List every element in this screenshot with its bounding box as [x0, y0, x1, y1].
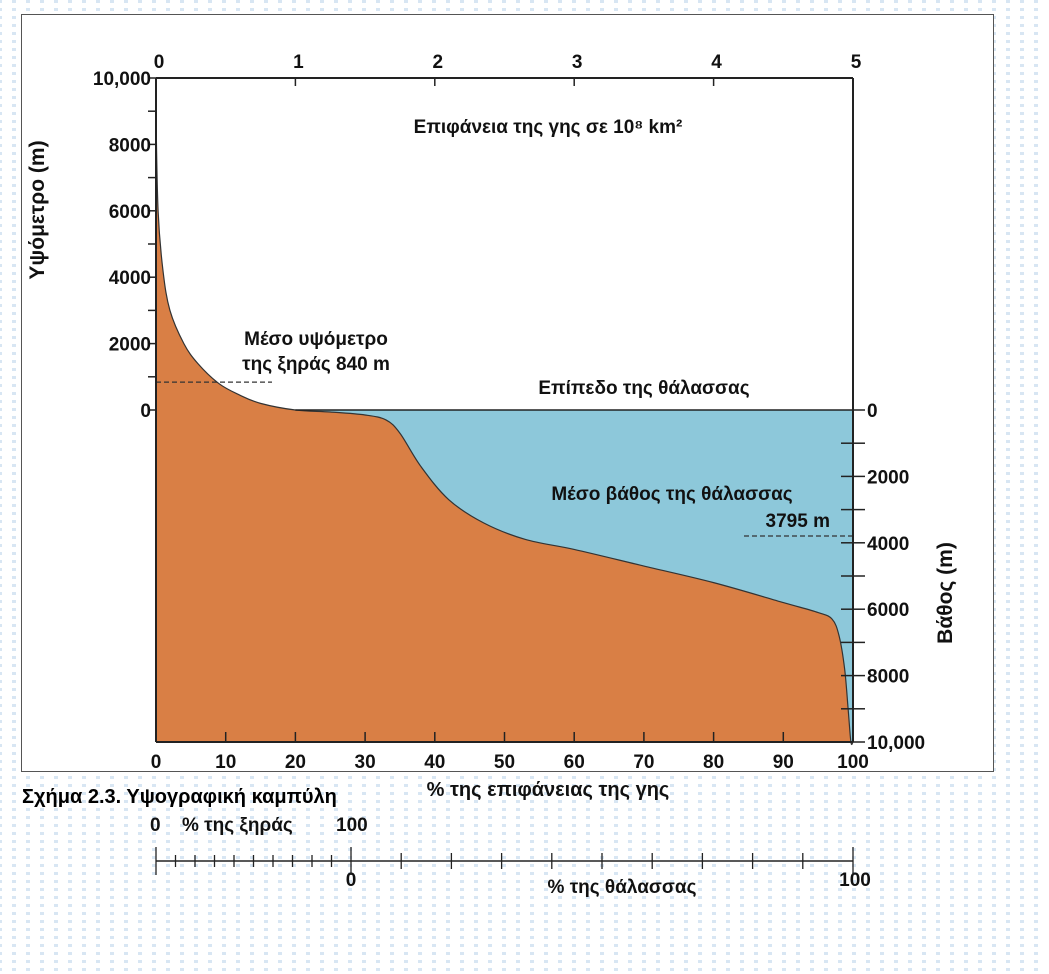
x-axis-tick-label: 40	[424, 752, 445, 773]
x-axis-tick-label: 90	[773, 752, 794, 773]
left-axis-tick-label: 10,000	[93, 69, 151, 90]
top-axis-tick-label: 0	[154, 52, 165, 73]
x-axis-tick-label: 10	[215, 752, 236, 773]
right-axis-label: Βάθος (m)	[934, 542, 957, 644]
x-axis-tick-label: 50	[494, 752, 515, 773]
right-axis-tick-label: 8000	[867, 667, 909, 688]
x-axis-tick-label: 0	[151, 752, 162, 773]
mean-elevation-label-line2: της ξηράς 840 m	[242, 354, 390, 375]
mean-depth-label-line1: Μέσο βάθος της θάλασσας	[551, 484, 792, 505]
sea-level-label: Επίπεδο της θάλασσας	[538, 378, 749, 399]
land-scale-start-label: 0	[150, 815, 161, 836]
chart-ticks	[148, 77, 865, 743]
x-axis-label: % της επιφάνειας της γης	[427, 779, 670, 801]
x-axis-tick-label: 20	[285, 752, 306, 773]
land-sea-scales: 0 % της ξηράς 100 0 % της θάλασσας 100	[150, 815, 871, 898]
sea-scale-start-label: 0	[346, 870, 357, 891]
left-axis-label: Υψόμετρο (m)	[26, 140, 49, 279]
right-axis-tick-label: 0	[867, 401, 878, 422]
mean-elevation-label-line1: Μέσο υψόμετρο	[244, 329, 388, 350]
left-axis-tick-label: 6000	[109, 202, 151, 223]
top-axis-tick-label: 4	[711, 52, 722, 73]
x-axis-tick-label: 60	[564, 752, 585, 773]
figure-caption: Σχήμα 2.3. Υψογραφική καμπύλη	[22, 786, 337, 808]
left-axis-tick-label: 8000	[109, 135, 151, 156]
left-axis-tick-label: 4000	[109, 268, 151, 289]
left-axis-tick-label: 0	[140, 401, 151, 422]
top-axis-tick-label: 3	[572, 52, 583, 73]
mean-depth-label-line2: 3795 m	[766, 511, 830, 532]
right-axis-tick-label: 4000	[867, 534, 909, 555]
x-axis-tick-label: 70	[633, 752, 654, 773]
hypsographic-curve	[155, 117, 854, 746]
chart-areas	[155, 117, 854, 746]
top-axis-tick-label: 2	[433, 52, 444, 73]
top-axis-tick-label: 5	[851, 52, 862, 73]
land-scale-label: % της ξηράς	[182, 815, 293, 836]
right-axis-tick-label: 2000	[867, 467, 909, 488]
top-axis-title-text: Επιφάνεια της γης σε 10⁸ km²	[414, 117, 683, 138]
x-axis-tick-label: 30	[355, 752, 376, 773]
top-axis-tick-label: 1	[293, 52, 304, 73]
top-axis-title: Επιφάνεια της γης σε 10⁸ km²	[414, 117, 683, 138]
x-axis-tick-label: 80	[703, 752, 724, 773]
left-axis-tick-label: 2000	[109, 335, 151, 356]
land-area	[156, 117, 853, 745]
right-axis-tick-label: 6000	[867, 600, 909, 621]
land-scale-end-label: 100	[336, 815, 368, 836]
x-axis-tick-label: 100	[837, 752, 869, 773]
sea-scale-end-label: 100	[839, 870, 871, 891]
sea-scale-label: % της θάλασσας	[548, 877, 697, 898]
right-axis-tick-label: 10,000	[867, 733, 925, 754]
